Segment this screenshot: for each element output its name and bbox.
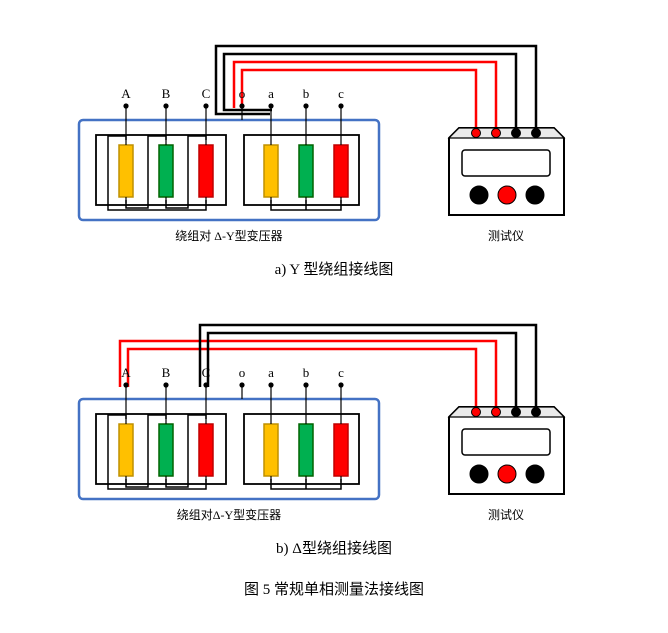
transformer-label-b: 绕组对Δ-Y型变压器 — [177, 507, 281, 522]
terminal-label: A — [121, 365, 131, 380]
diagram-a: A B Co a b c 绕组对 Δ-Y型变压器 测试仪 a) Y 型绕组接线图 — [20, 20, 648, 279]
tester-buttons — [470, 186, 544, 204]
wiring-svg-a: A B Co a b c 绕组对 Δ-Y型变压器 测试仪 — [24, 20, 644, 250]
tester-port — [472, 129, 481, 138]
tester-port — [492, 408, 501, 417]
terminal-label: B — [162, 365, 171, 380]
terminal-label: B — [162, 86, 171, 101]
tester-port — [512, 408, 521, 417]
wire — [242, 70, 476, 132]
terminal-label: a — [268, 365, 274, 380]
tester-top-face — [449, 128, 564, 138]
coil — [334, 145, 348, 197]
terminal-dot — [123, 382, 128, 387]
tester-top-face-b — [449, 407, 564, 417]
coil — [119, 145, 133, 197]
tester-label-b: 测试仪 — [488, 507, 524, 522]
terminals-b: A B Co a b c — [121, 365, 344, 399]
wiring-svg-b: A B Co a b c 绕组对Δ-Y型变压器 测试仪 — [24, 299, 644, 529]
terminal-dot — [268, 382, 273, 387]
coil — [299, 424, 313, 476]
left-coils-a — [119, 120, 213, 203]
terminal-dot — [163, 103, 168, 108]
coil — [299, 145, 313, 197]
terminal-dot — [239, 382, 244, 387]
terminal-label: c — [338, 365, 344, 380]
coil — [159, 424, 173, 476]
tester-button — [470, 465, 488, 483]
tester-buttons-b — [470, 465, 544, 483]
tester-button — [470, 186, 488, 204]
terminal-label: o — [239, 365, 246, 380]
tester-port — [532, 129, 541, 138]
tester-button — [526, 186, 544, 204]
terminal-dot — [338, 382, 343, 387]
tester-port — [492, 129, 501, 138]
coil — [264, 424, 278, 476]
coil — [199, 145, 213, 197]
terminal-dot — [123, 103, 128, 108]
figure-caption: 图 5 常规单相测量法接线图 — [20, 578, 648, 599]
terminal-dot — [303, 103, 308, 108]
terminal-label: b — [303, 86, 310, 101]
terminal-label: a — [268, 86, 274, 101]
terminal-dot — [203, 382, 208, 387]
tester-port — [512, 129, 521, 138]
terminal-dot — [239, 103, 244, 108]
terminal-dot — [203, 103, 208, 108]
left-coils-b — [119, 399, 213, 482]
caption-a: a) Y 型绕组接线图 — [20, 258, 648, 279]
tester-a — [449, 128, 564, 215]
tester-label-a: 测试仪 — [488, 228, 524, 243]
tester-b — [449, 407, 564, 494]
tester-button — [498, 186, 516, 204]
tester-port — [472, 408, 481, 417]
coil — [264, 145, 278, 197]
terminal-dot — [268, 103, 273, 108]
terminal-dot — [303, 382, 308, 387]
terminal-dot — [163, 382, 168, 387]
coil — [199, 424, 213, 476]
wire — [128, 349, 476, 411]
right-coils-b — [264, 399, 348, 482]
right-coils-a — [264, 120, 348, 203]
tester-display — [462, 150, 550, 176]
coil — [159, 145, 173, 197]
terminal-label: o — [239, 86, 246, 101]
coil — [119, 424, 133, 476]
terminal-label: c — [338, 86, 344, 101]
tester-button — [498, 465, 516, 483]
transformer-label-a: 绕组对 Δ-Y型变压器 — [175, 228, 282, 243]
terminal-label: b — [303, 365, 310, 380]
coil — [334, 424, 348, 476]
tester-display-b — [462, 429, 550, 455]
tester-port — [532, 408, 541, 417]
terminal-label: C — [202, 86, 211, 101]
terminal-label: C — [202, 365, 211, 380]
caption-b: b) Δ型绕组接线图 — [20, 537, 648, 558]
diagram-b: A B Co a b c 绕组对Δ-Y型变压器 测试仪 b) Δ型绕组接线图 — [20, 299, 648, 558]
terminal-dot — [338, 103, 343, 108]
terminal-label: A — [121, 86, 131, 101]
tester-button — [526, 465, 544, 483]
